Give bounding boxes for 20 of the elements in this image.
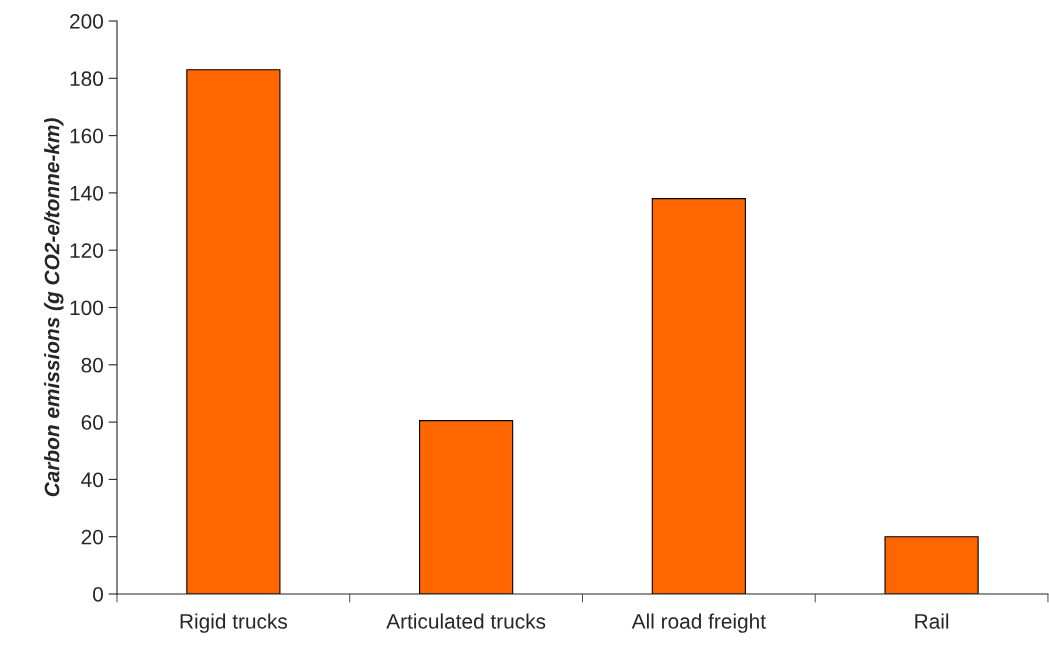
- y-tick-label: 180: [70, 71, 103, 87]
- bar: [884, 536, 979, 594]
- y-tick-label: 200: [70, 14, 103, 29]
- y-tick-label: 40: [81, 472, 103, 488]
- x-tick-label: Rigid trucks: [180, 613, 288, 633]
- y-tick-label: 160: [70, 128, 103, 144]
- bar: [186, 69, 281, 594]
- bar: [651, 198, 746, 594]
- bar: [419, 420, 514, 594]
- y-tick-label: 0: [93, 587, 103, 602]
- y-tick-label: 80: [81, 357, 103, 373]
- y-tick-label: 140: [70, 185, 103, 201]
- y-tick-label: 60: [81, 415, 103, 430]
- y-axis-title: Carbon emissions (g CO2-e/tonne-km): [44, 118, 64, 497]
- x-tick-label: Rail: [915, 613, 949, 629]
- x-tick-label: All road freight: [631, 613, 766, 633]
- y-tick-label: 120: [70, 243, 103, 258]
- x-tick-label: Articulated trucks: [386, 613, 546, 629]
- y-tick-label: 100: [70, 300, 103, 316]
- y-tick-label: 20: [81, 529, 103, 545]
